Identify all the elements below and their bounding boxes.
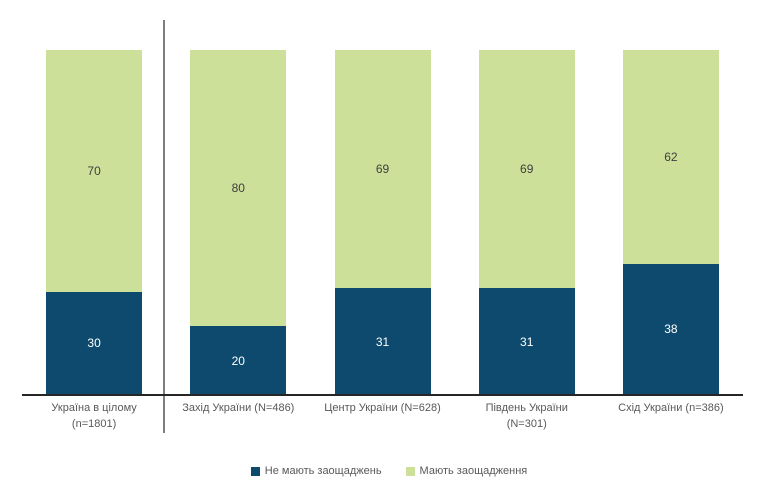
value-label: 30 [87,336,101,351]
stacked-bar: 80 20 [190,50,287,395]
category-label-center: Центр України (N=628) [324,402,441,414]
value-label: 31 [520,334,534,349]
segment-no-savings: 31 [478,288,575,395]
segment-have-savings: 80 [190,50,287,326]
segment-have-savings: 62 [622,50,719,264]
category-label-east: Схід України (n=386) [618,402,724,414]
value-label: 80 [231,181,245,195]
legend-item-no-savings: Не мають заощаджень [250,465,382,477]
stacked-bar: 69 31 [334,50,431,395]
segment-have-savings: 70 [46,50,143,292]
bar-group-west: 80 20 [166,50,310,395]
legend-swatch-have-savings-icon [405,466,415,476]
bar-group-east: 62 38 [599,50,743,395]
segment-no-savings: 38 [622,263,719,395]
category-separator-line [163,20,165,433]
category-axis: Україна в цілому (n=1801) Захід України … [22,400,743,432]
plot-area: 70 30 80 20 69 [22,50,743,395]
value-label: 38 [664,322,678,337]
legend-label-no-savings: Не мають заощаджень [264,465,382,477]
segment-no-savings: 31 [334,288,431,395]
legend-item-have-savings: Мають заощадження [405,465,528,477]
category-label-west: Захід України (N=486) [182,402,295,414]
bar-group-center: 69 31 [310,50,454,395]
segment-no-savings: 20 [190,326,287,395]
segment-no-savings: 30 [46,291,143,395]
legend-swatch-no-savings-icon [250,466,260,476]
legend: Не мають заощаджень Мають заощадження [0,465,778,477]
value-label: 20 [231,353,245,368]
category-label-ukraine-total: Україна в цілому (n=1801) [51,402,137,430]
value-label: 69 [520,162,534,177]
bar-group-ukraine-total: 70 30 [22,50,166,395]
stacked-bar: 70 30 [46,50,143,395]
bar-group-south: 69 31 [455,50,599,395]
segment-have-savings: 69 [334,50,431,289]
value-label: 69 [375,162,390,177]
value-label: 31 [375,334,390,349]
legend-label-have-savings: Мають заощадження [419,465,528,477]
value-label: 70 [87,163,101,178]
stacked-bar: 62 38 [622,50,719,395]
category-label-south: Південь України (N=301) [485,402,568,430]
x-axis-line [22,394,743,396]
segment-have-savings: 69 [478,50,575,289]
value-label: 62 [664,149,678,164]
stacked-bar: 69 31 [478,50,575,395]
